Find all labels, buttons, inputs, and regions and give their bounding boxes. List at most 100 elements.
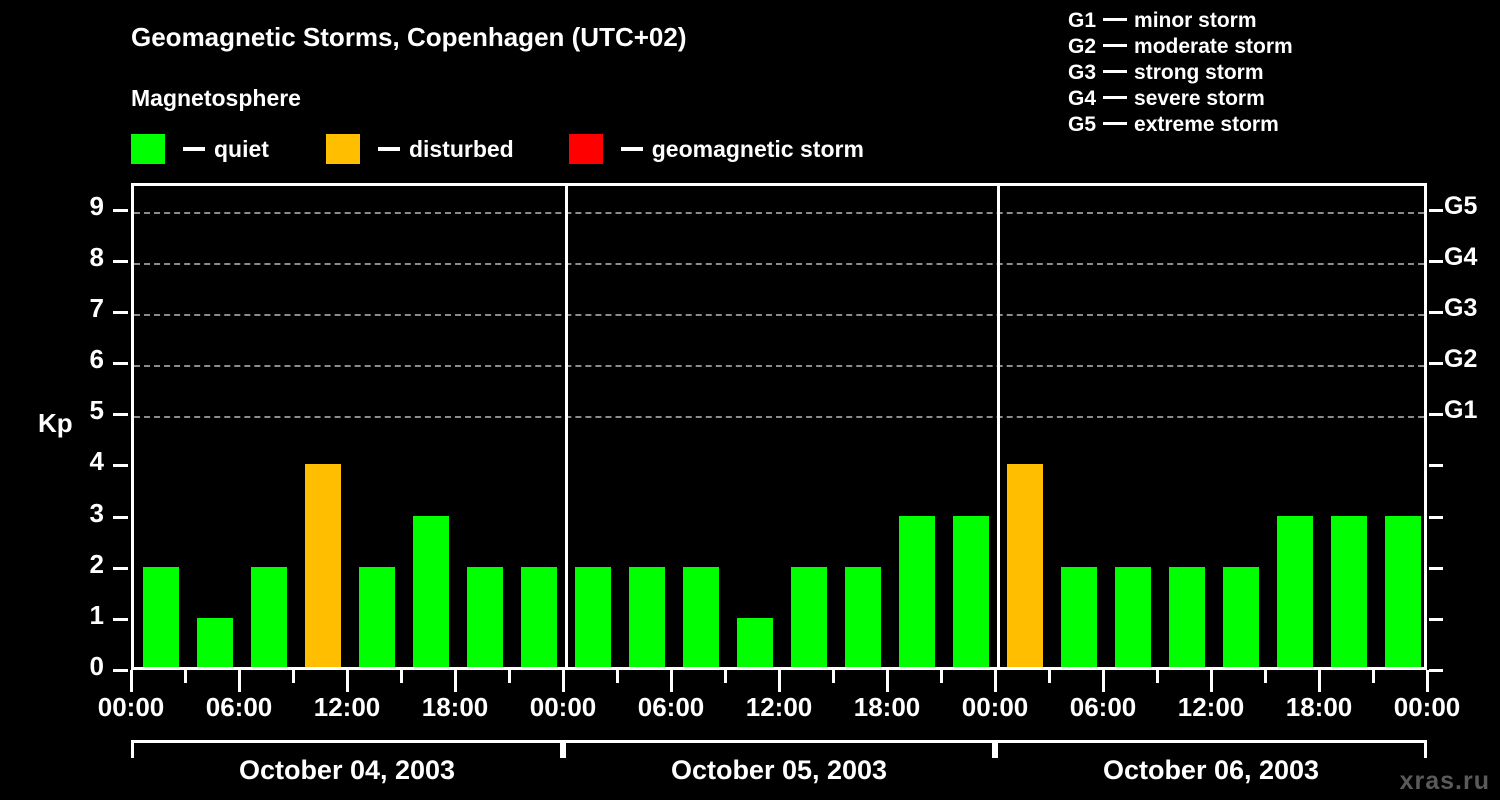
x-tick-major: [129, 670, 133, 692]
kp-bar: [467, 566, 503, 669]
x-tick-major: [993, 670, 997, 692]
x-tick-minor: [1047, 670, 1051, 683]
em-dash-icon: [1103, 122, 1128, 125]
legend-dash-icon: [620, 147, 643, 151]
x-tick-minor: [1155, 670, 1159, 683]
em-dash-icon: [1103, 96, 1128, 99]
x-tick-major: [1317, 670, 1321, 692]
gridline: [134, 416, 1424, 419]
x-tick-label: 18:00: [853, 692, 921, 722]
g-legend-row: G5 extreme storm: [1068, 112, 1488, 138]
g-tick-mark: [1429, 259, 1443, 263]
g-legend-row: G2 moderate storm: [1068, 34, 1488, 60]
gridline: [134, 211, 1424, 214]
right-axis-minor-tick: [1429, 515, 1443, 519]
g-code: G4: [1068, 87, 1097, 110]
legend-label-storm: geomagnetic storm: [651, 135, 864, 162]
y-tick-label: 6: [89, 344, 104, 375]
em-dash-icon: [1103, 70, 1128, 73]
x-tick-minor: [291, 670, 295, 683]
date-bracket: [563, 740, 995, 758]
right-axis-minor-tick: [1429, 669, 1443, 672]
y-tick-mark: [113, 515, 128, 519]
g-legend-row: G4 severe storm: [1068, 86, 1488, 112]
g-tick-label: G2: [1444, 345, 1478, 374]
g-legend-row: G1 minor storm: [1068, 8, 1488, 34]
legend-dash-icon: [183, 147, 205, 151]
g-tick-label: G4: [1444, 242, 1478, 271]
g-legend-row: G3 strong storm: [1068, 60, 1488, 86]
y-tick-mark: [113, 310, 128, 314]
x-tick-minor: [939, 670, 943, 683]
x-tick-label: 18:00: [421, 692, 489, 722]
g-desc: severe storm: [1134, 87, 1265, 110]
x-tick-minor: [183, 670, 187, 683]
y-tick-mark: [113, 362, 128, 366]
x-tick-label: 06:00: [1069, 692, 1137, 722]
g-code: G1: [1068, 9, 1097, 32]
disturbed-swatch-icon: [325, 134, 360, 164]
date-label: October 05, 2003: [670, 755, 888, 785]
kp-bar: [1007, 464, 1043, 669]
kp-bar: [791, 566, 827, 669]
x-tick-label: 06:00: [205, 692, 273, 722]
kp-bar: [1277, 515, 1313, 669]
g-tick-mark: [1429, 208, 1443, 212]
x-tick-label: 06:00: [637, 692, 705, 722]
kp-bar: [953, 515, 989, 669]
x-tick-minor: [723, 670, 727, 683]
g-desc: minor storm: [1134, 9, 1257, 32]
y-tick-mark: [113, 208, 128, 212]
kp-bar: [251, 566, 287, 669]
date-bracket: [131, 740, 563, 758]
kp-bar: [1223, 566, 1259, 669]
legend-dash-icon: [377, 147, 400, 151]
x-tick-minor: [507, 670, 511, 683]
kp-bar: [1385, 515, 1421, 669]
g-tick-label: G5: [1444, 191, 1478, 220]
y-tick-label: 0: [89, 651, 104, 681]
kp-bar: [305, 464, 341, 669]
x-tick-minor: [615, 670, 619, 683]
em-dash-icon: [1103, 44, 1128, 47]
legend-entry-storm: geomagnetic storm: [568, 133, 864, 165]
y-tick-mark: [113, 669, 128, 672]
x-tick-label: 00:00: [1393, 692, 1461, 722]
y-tick-label: 4: [89, 446, 104, 477]
kp-bar: [737, 617, 773, 669]
g-tick-label: G3: [1444, 293, 1478, 322]
y-tick-label: 2: [89, 548, 104, 579]
right-axis-minor-tick: [1429, 464, 1443, 468]
legend-label-disturbed: disturbed: [408, 135, 514, 162]
kp-bar: [1061, 566, 1097, 669]
kp-bar: [683, 566, 719, 669]
x-tick-major: [1101, 670, 1105, 692]
x-tick-major: [345, 670, 349, 692]
x-tick-major: [237, 670, 241, 692]
kp-bar: [1331, 515, 1367, 669]
y-tick-label: 5: [89, 395, 104, 426]
y-tick-mark: [113, 413, 128, 417]
kp-bar: [197, 617, 233, 669]
x-tick-major: [453, 670, 457, 692]
g-tick-label: G1: [1444, 396, 1478, 425]
x-tick-label: 12:00: [1177, 692, 1245, 722]
x-tick-major: [561, 670, 565, 692]
em-dash-icon: [1103, 18, 1128, 21]
g-scale-legend: G1 minor storm G2 moderate storm G3 strong …: [1050, 8, 1488, 138]
y-tick-label: 1: [89, 599, 104, 630]
x-tick-minor: [831, 670, 835, 683]
storm-swatch-icon: [568, 134, 603, 164]
kp-bar: [521, 566, 557, 669]
date-label: October 04, 2003: [238, 755, 456, 785]
page-title: Geomagnetic Storms, Copenhagen (UTC+02): [131, 22, 687, 52]
kp-bar: [845, 566, 881, 669]
g-desc: moderate storm: [1134, 35, 1293, 58]
chart-plot-area: [131, 183, 1427, 669]
x-tick-minor: [399, 670, 403, 683]
y-tick-label: 9: [89, 190, 104, 221]
gridline: [134, 365, 1424, 368]
g-tick-mark: [1429, 362, 1443, 366]
x-tick-major: [669, 670, 673, 692]
x-tick-major: [885, 670, 889, 692]
